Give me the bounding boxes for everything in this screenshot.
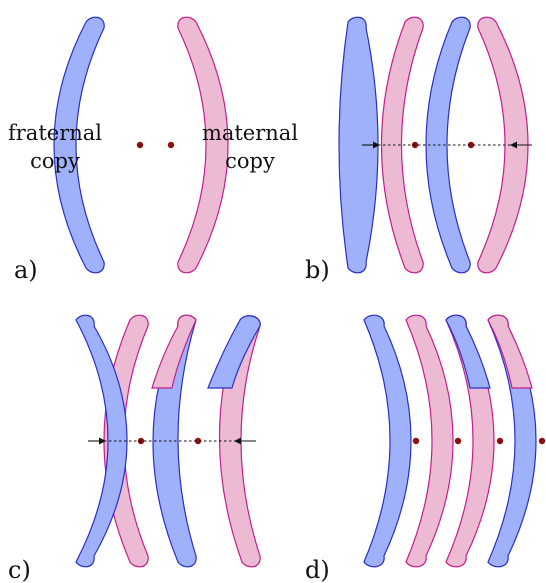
panel-a: fraternal copy maternal copy a) bbox=[8, 16, 298, 284]
right-arrowhead-b bbox=[510, 141, 517, 149]
maternal-centromere-c bbox=[194, 437, 202, 445]
maternal-chromosome-b2 bbox=[477, 16, 529, 274]
fraternal-chromosome-d1 bbox=[363, 314, 412, 568]
fraternal-centromere-a bbox=[136, 141, 144, 149]
left-arrowhead-c bbox=[99, 437, 106, 445]
maternal-chromosome-a bbox=[177, 16, 229, 274]
left-arrowhead-b bbox=[373, 141, 380, 149]
right-arrowhead-c bbox=[234, 437, 241, 445]
recombinant-top-segment-c2 bbox=[207, 315, 261, 389]
centromere-d2 bbox=[454, 437, 462, 445]
fraternal-chromosome-a bbox=[53, 16, 105, 274]
panel-c: c) bbox=[8, 314, 261, 583]
panel-b: b) bbox=[305, 16, 532, 284]
panel-label-b: b) bbox=[305, 256, 330, 284]
panel-label-d: d) bbox=[305, 556, 330, 583]
maternal-chromosome-d2 bbox=[405, 314, 454, 568]
fraternal-chromosome-c1 bbox=[75, 314, 128, 568]
panel-label-a: a) bbox=[14, 256, 38, 284]
maternal-centromere-b bbox=[467, 141, 475, 149]
recombinant-top-segment-d4 bbox=[487, 314, 533, 389]
maternal-label-line2: copy bbox=[225, 149, 275, 173]
recombinant-top-segment-c1 bbox=[151, 314, 197, 389]
fraternal-label-line2: copy bbox=[30, 149, 80, 173]
centromere-d1 bbox=[412, 437, 420, 445]
fraternal-label-line1: fraternal bbox=[8, 121, 102, 145]
maternal-chromosome-b1 bbox=[380, 16, 424, 274]
maternal-centromere-a bbox=[167, 141, 175, 149]
panel-label-c: c) bbox=[8, 556, 31, 583]
recombinant-top-segment-d3 bbox=[445, 314, 491, 389]
fraternal-chromosome-b2 bbox=[425, 16, 471, 274]
maternal-label-line1: maternal bbox=[202, 121, 298, 145]
panel-d: d) bbox=[305, 314, 546, 583]
centromere-d4 bbox=[538, 437, 546, 445]
centromere-d3 bbox=[496, 437, 504, 445]
fraternal-chromosome-b1 bbox=[338, 16, 379, 274]
